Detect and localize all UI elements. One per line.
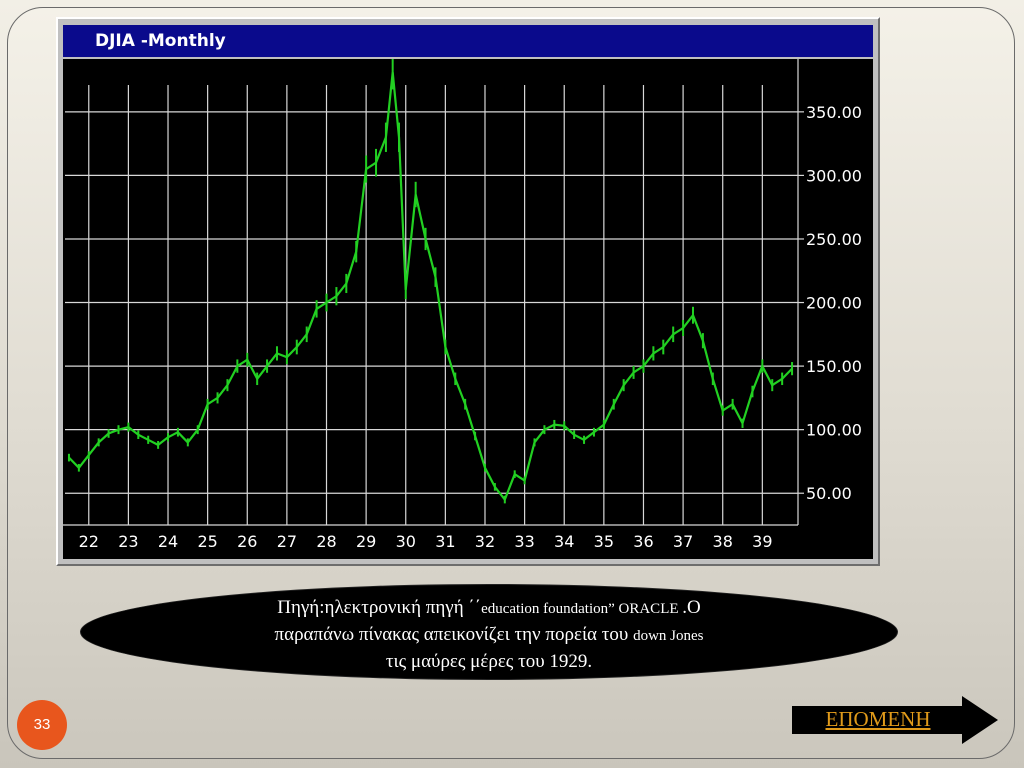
x-tick-label: 29 — [356, 532, 376, 551]
x-tick-label: 30 — [396, 532, 416, 551]
caption-text: .Ο — [682, 597, 701, 618]
x-tick-label: 24 — [158, 532, 178, 551]
caption-line-1: Πηγή:ηλεκτρονική πηγή ΄΄education founda… — [81, 595, 897, 622]
x-tick-label: 36 — [633, 532, 653, 551]
y-tick-label: 250.00 — [806, 230, 862, 249]
x-tick-label: 22 — [79, 532, 99, 551]
x-tick-label: 34 — [554, 532, 574, 551]
page-number-badge: 33 — [17, 700, 67, 750]
chart-window: DJIA -Monthly 50.00 100.00 150.00 200.00 250… — [56, 17, 880, 566]
x-tick-label: 26 — [237, 532, 257, 551]
chart-title: DJIA -Monthly — [63, 25, 873, 57]
caption-line-2: παραπάνω πίνακας απεικονίζει την πορεία … — [81, 622, 897, 649]
caption-text: Πηγή:ηλεκτρονική πηγή ΄΄ — [277, 597, 482, 618]
caption-index-name: down Jones — [633, 628, 704, 644]
next-button[interactable]: ΕΠΟΜΕΝΗ — [790, 694, 1002, 746]
y-tick-label: 50.00 — [806, 484, 852, 503]
plot-background — [63, 59, 873, 559]
x-tick-label: 25 — [197, 532, 217, 551]
x-tick-label: 37 — [673, 532, 693, 551]
x-tick-label: 23 — [118, 532, 138, 551]
y-tick-label: 300.00 — [806, 166, 862, 185]
y-tick-label: 100.00 — [806, 421, 862, 440]
x-tick-label: 39 — [752, 532, 772, 551]
x-tick-label: 38 — [713, 532, 733, 551]
caption-source-name: education foundation” ORACLE — [481, 601, 683, 617]
y-tick-label: 150.00 — [806, 357, 862, 376]
caption-line-3: τις μαύρες μέρες του 1929. — [385, 651, 593, 672]
x-tick-label: 35 — [594, 532, 614, 551]
caption-text: παραπάνω πίνακας απεικονίζει την πορεία … — [274, 624, 634, 645]
next-label[interactable]: ΕΠΟΜΕΝΗ — [825, 707, 931, 731]
x-tick-label: 32 — [475, 532, 495, 551]
arrow-right-icon — [792, 696, 998, 744]
x-tick-label: 27 — [277, 532, 297, 551]
x-tick-label: 33 — [514, 532, 534, 551]
x-tick-label: 28 — [316, 532, 336, 551]
djia-chart: 50.00 100.00 150.00 200.00 250.00 300.00 350.0… — [63, 59, 873, 559]
y-tick-label: 350.00 — [806, 103, 862, 122]
x-tick-label: 31 — [435, 532, 455, 551]
source-caption: Πηγή:ηλεκτρονική πηγή ΄΄education founda… — [80, 584, 898, 680]
y-tick-label: 200.00 — [806, 294, 862, 313]
